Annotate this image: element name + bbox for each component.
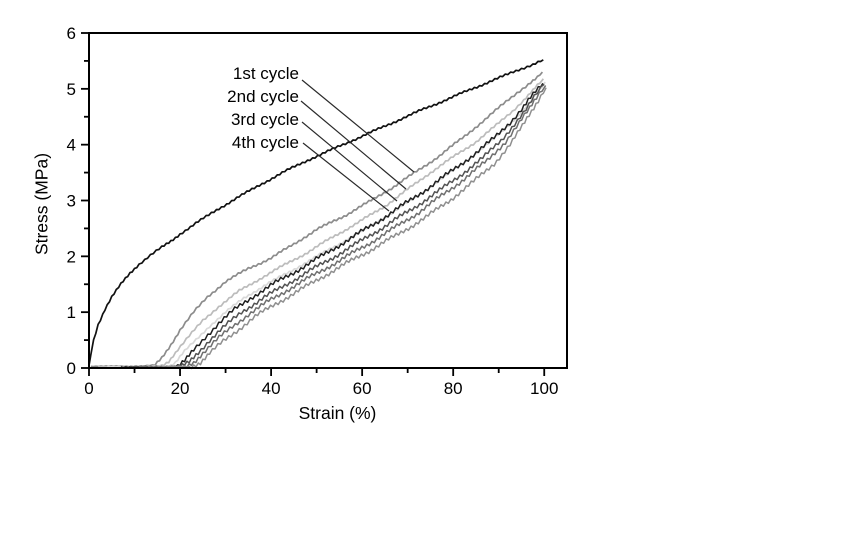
axis-ticks: 0 20 40 60 80 100 0 1 2 3 4 5 6 xyxy=(67,24,559,398)
x-tick-label: 0 xyxy=(84,379,93,398)
x-tick-label: 100 xyxy=(530,379,558,398)
y-tick-label: 4 xyxy=(67,136,76,155)
y-tick-label: 1 xyxy=(67,303,76,322)
y-tick-label: 5 xyxy=(67,80,76,99)
series-4th-cycle-cluster-curve-a xyxy=(120,82,544,369)
series-1st-cycle-hysteresis-branch xyxy=(90,71,544,368)
legend-label-4th-cycle: 4th cycle xyxy=(231,133,299,152)
x-tick-label: 20 xyxy=(171,379,190,398)
y-tick-label: 0 xyxy=(67,359,76,378)
leader-line-3 xyxy=(301,121,398,202)
series-loading-curve-1st-cycle xyxy=(88,59,544,366)
x-tick-label: 80 xyxy=(444,379,463,398)
leader-line-4 xyxy=(302,142,390,212)
legend-label-2nd-cycle: 2nd cycle xyxy=(227,87,299,106)
plot-frame xyxy=(88,32,568,369)
y-tick-label: 3 xyxy=(67,192,76,211)
leader-line-2 xyxy=(300,100,407,190)
x-tick-label: 40 xyxy=(262,379,281,398)
y-tick-label: 2 xyxy=(67,247,76,266)
series-2nd-cycle-hysteresis-branch xyxy=(97,78,544,369)
x-tick-label: 60 xyxy=(353,379,372,398)
y-axis-title: Stress (MPa) xyxy=(31,152,52,256)
y-tick-label: 6 xyxy=(67,24,76,43)
leader-line-1 xyxy=(301,79,415,173)
series-4th-cycle-cluster-curve-c xyxy=(138,85,547,369)
data-series xyxy=(88,59,547,370)
series-4th-cycle-cluster-curve-d xyxy=(147,87,547,370)
legend-label-3rd-cycle: 3rd cycle xyxy=(230,110,299,129)
legend-leader-lines xyxy=(300,79,415,212)
legend-label-1st-cycle: 1st cycle xyxy=(232,64,299,83)
x-axis-title: Strain (%) xyxy=(298,403,377,423)
series-4th-cycle-cluster-curve-b xyxy=(129,83,545,369)
